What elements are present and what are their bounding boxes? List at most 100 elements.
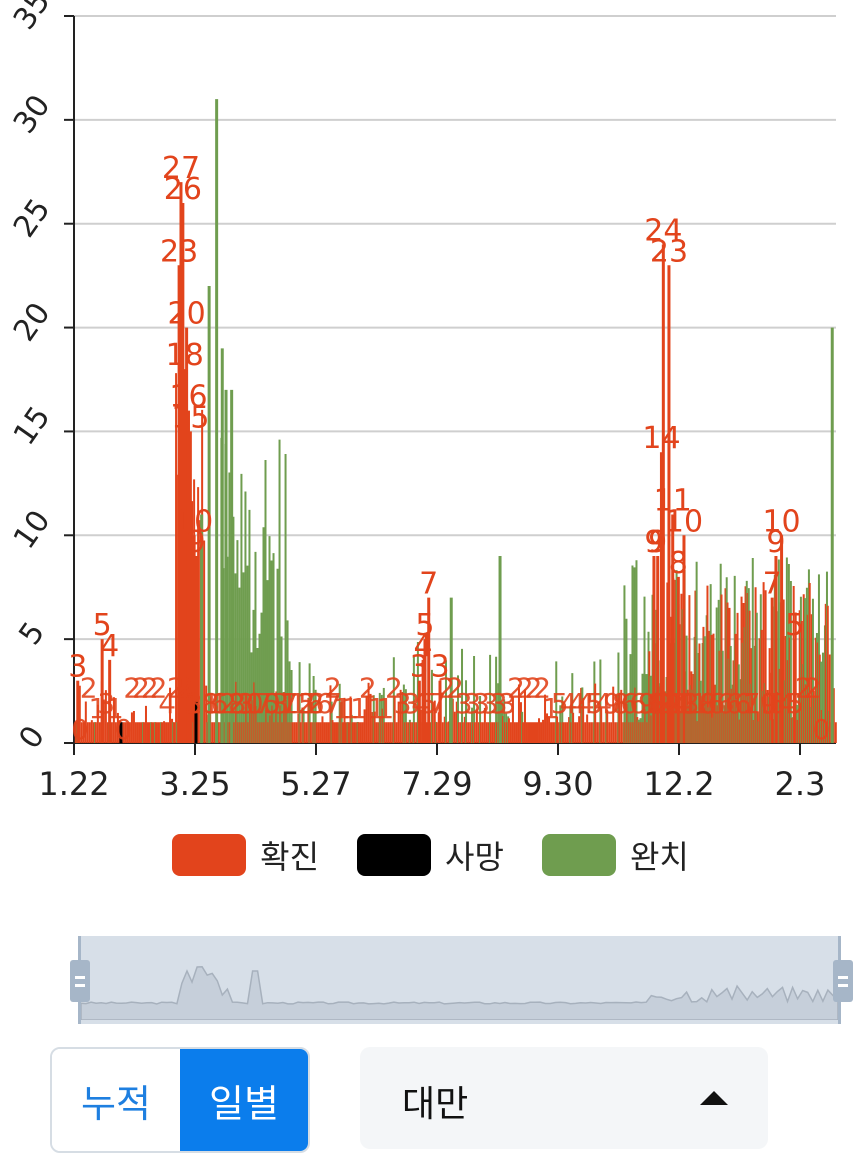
- data-label: 6: [647, 687, 665, 720]
- data-label: 2: [141, 671, 159, 704]
- data-label: 9: [186, 525, 205, 560]
- data-label: 4: [411, 687, 429, 720]
- data-label: 2: [359, 671, 377, 704]
- data-label: 2: [507, 671, 525, 704]
- data-label: 18: [210, 687, 246, 720]
- data-label: 3: [68, 650, 87, 685]
- data-label: 6: [629, 687, 647, 720]
- x-tick-label: 12.2: [643, 765, 714, 803]
- data-label: 20: [228, 687, 264, 720]
- toggle-cumulative-button[interactable]: 누적: [52, 1049, 180, 1151]
- data-label: 15: [280, 687, 316, 720]
- data-label: 0: [812, 713, 830, 746]
- data-label: 5: [93, 608, 112, 643]
- data-label: 1: [376, 692, 394, 725]
- data-label: 10: [742, 687, 778, 720]
- data-label: 10: [681, 687, 717, 720]
- data-label: 3: [498, 687, 516, 720]
- data-label: 5: [785, 608, 804, 643]
- data-label: 2: [123, 671, 141, 704]
- data-label: 1: [89, 692, 107, 725]
- legend-confirmed[interactable]: 확진: [172, 832, 319, 878]
- range-handle-right[interactable]: [833, 960, 853, 1002]
- data-label: 26: [298, 687, 334, 720]
- data-label: 3: [402, 687, 420, 720]
- range-handle-left[interactable]: [70, 960, 90, 1002]
- data-label: 6: [716, 687, 734, 720]
- range-slider[interactable]: [78, 936, 841, 1024]
- legend-deaths-label: 사망: [445, 838, 504, 876]
- data-label: 0: [115, 713, 133, 746]
- data-label: 2: [80, 671, 98, 704]
- data-label: 6: [725, 687, 743, 720]
- data-label: 3: [184, 687, 202, 720]
- data-label: 1: [106, 692, 124, 725]
- legend-deaths[interactable]: 사망: [357, 832, 504, 878]
- range-minimap: [81, 966, 838, 1020]
- data-label: 5: [769, 687, 787, 720]
- data-label: 10: [665, 504, 703, 539]
- data-label: 26: [164, 172, 202, 207]
- data-label: 9: [644, 525, 663, 560]
- data-label: 1: [333, 692, 351, 725]
- toggle-daily-button[interactable]: 일별: [180, 1049, 308, 1151]
- x-tick-label: 5.27: [280, 765, 351, 803]
- data-label: 18: [166, 338, 204, 373]
- data-label: 2: [437, 671, 455, 704]
- data-label: 7: [763, 567, 782, 602]
- data-label: 5: [786, 687, 804, 720]
- data-label: 5: [586, 687, 604, 720]
- y-tick-label: 30: [7, 89, 58, 140]
- data-label: 7: [429, 687, 447, 720]
- data-label: 4: [100, 629, 119, 664]
- caret-up-icon: [700, 1091, 728, 1105]
- data-label: 9: [760, 687, 778, 720]
- data-label: 2: [795, 671, 813, 704]
- data-label: 14: [642, 421, 680, 456]
- data-label: 27: [306, 687, 342, 720]
- data-label: 11: [184, 687, 220, 720]
- data-label: 3: [410, 650, 429, 685]
- data-label: 2: [132, 671, 150, 704]
- data-label: 23: [664, 687, 700, 720]
- data-label: 3: [481, 687, 499, 720]
- data-label: 3: [464, 687, 482, 720]
- data-label: 2: [176, 671, 194, 704]
- data-label: 16: [169, 380, 207, 415]
- data-label: 4: [414, 629, 433, 664]
- data-label: 7: [280, 687, 298, 720]
- data-label: 11: [673, 687, 709, 720]
- data-label: 11: [654, 484, 692, 519]
- data-label: 3: [430, 650, 449, 685]
- data-label: 5: [263, 687, 281, 720]
- x-tick-label: 7.29: [401, 765, 472, 803]
- x-tick-label: 2.3: [775, 765, 826, 803]
- data-label: 6: [211, 687, 229, 720]
- y-tick-label: 25: [7, 193, 58, 244]
- view-toggle[interactable]: 누적 일별: [50, 1047, 310, 1153]
- data-label: 3: [97, 687, 115, 720]
- data-label: 14: [646, 687, 682, 720]
- y-tick-label: 20: [7, 296, 58, 347]
- data-label: 6: [621, 687, 639, 720]
- data-label: 6: [734, 687, 752, 720]
- data-label: 4: [559, 687, 577, 720]
- data-label: 23: [160, 234, 198, 269]
- data-label: 1: [341, 692, 359, 725]
- y-tick-label: 15: [7, 400, 58, 451]
- data-label: 8: [669, 546, 688, 581]
- data-label: 9: [766, 525, 785, 560]
- data-label: 2: [533, 671, 551, 704]
- data-label: 7: [419, 567, 438, 602]
- data-label: 4: [594, 687, 612, 720]
- data-label: 24: [644, 213, 682, 248]
- legend-recovered[interactable]: 완치: [541, 832, 689, 878]
- y-tick-label: 35: [7, 0, 58, 36]
- region-select[interactable]: 대만: [360, 1047, 768, 1149]
- y-tick-label: 5: [12, 616, 52, 652]
- data-label: 2: [324, 671, 342, 704]
- data-label: 2: [804, 671, 822, 704]
- data-label: 16: [289, 687, 325, 720]
- data-label: 4: [577, 687, 595, 720]
- data-label: 3: [394, 687, 412, 720]
